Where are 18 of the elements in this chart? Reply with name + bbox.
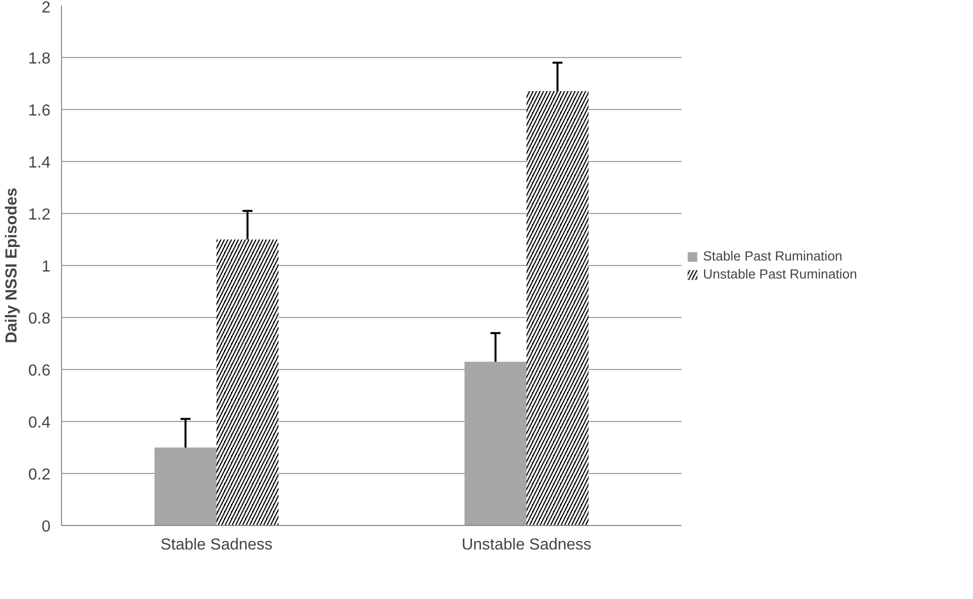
y-tick-label: 2: [42, 0, 51, 16]
y-tick-label: 0.4: [28, 414, 51, 432]
y-tick-label: 1.4: [28, 154, 51, 172]
y-tick-label: 1.8: [28, 50, 51, 68]
bar: [464, 362, 526, 526]
y-tick-label: 1: [42, 258, 51, 276]
y-tick-label: 0.2: [28, 466, 51, 484]
legend-label: Stable Past Rumination: [703, 248, 842, 264]
y-axis-title: Daily NSSI Episodes: [3, 188, 20, 344]
x-tick-label: Unstable Sadness: [462, 536, 592, 554]
y-tick-label: 1.6: [28, 102, 51, 120]
y-tick-label: 0.6: [28, 362, 51, 380]
y-tick-label: 0.8: [28, 310, 51, 328]
y-tick-label: 0: [42, 518, 51, 536]
legend-label: Unstable Past Rumination: [703, 266, 858, 282]
y-tick-label: 1.2: [28, 206, 51, 224]
x-tick-label: Stable Sadness: [160, 536, 273, 554]
bar: [154, 448, 216, 526]
